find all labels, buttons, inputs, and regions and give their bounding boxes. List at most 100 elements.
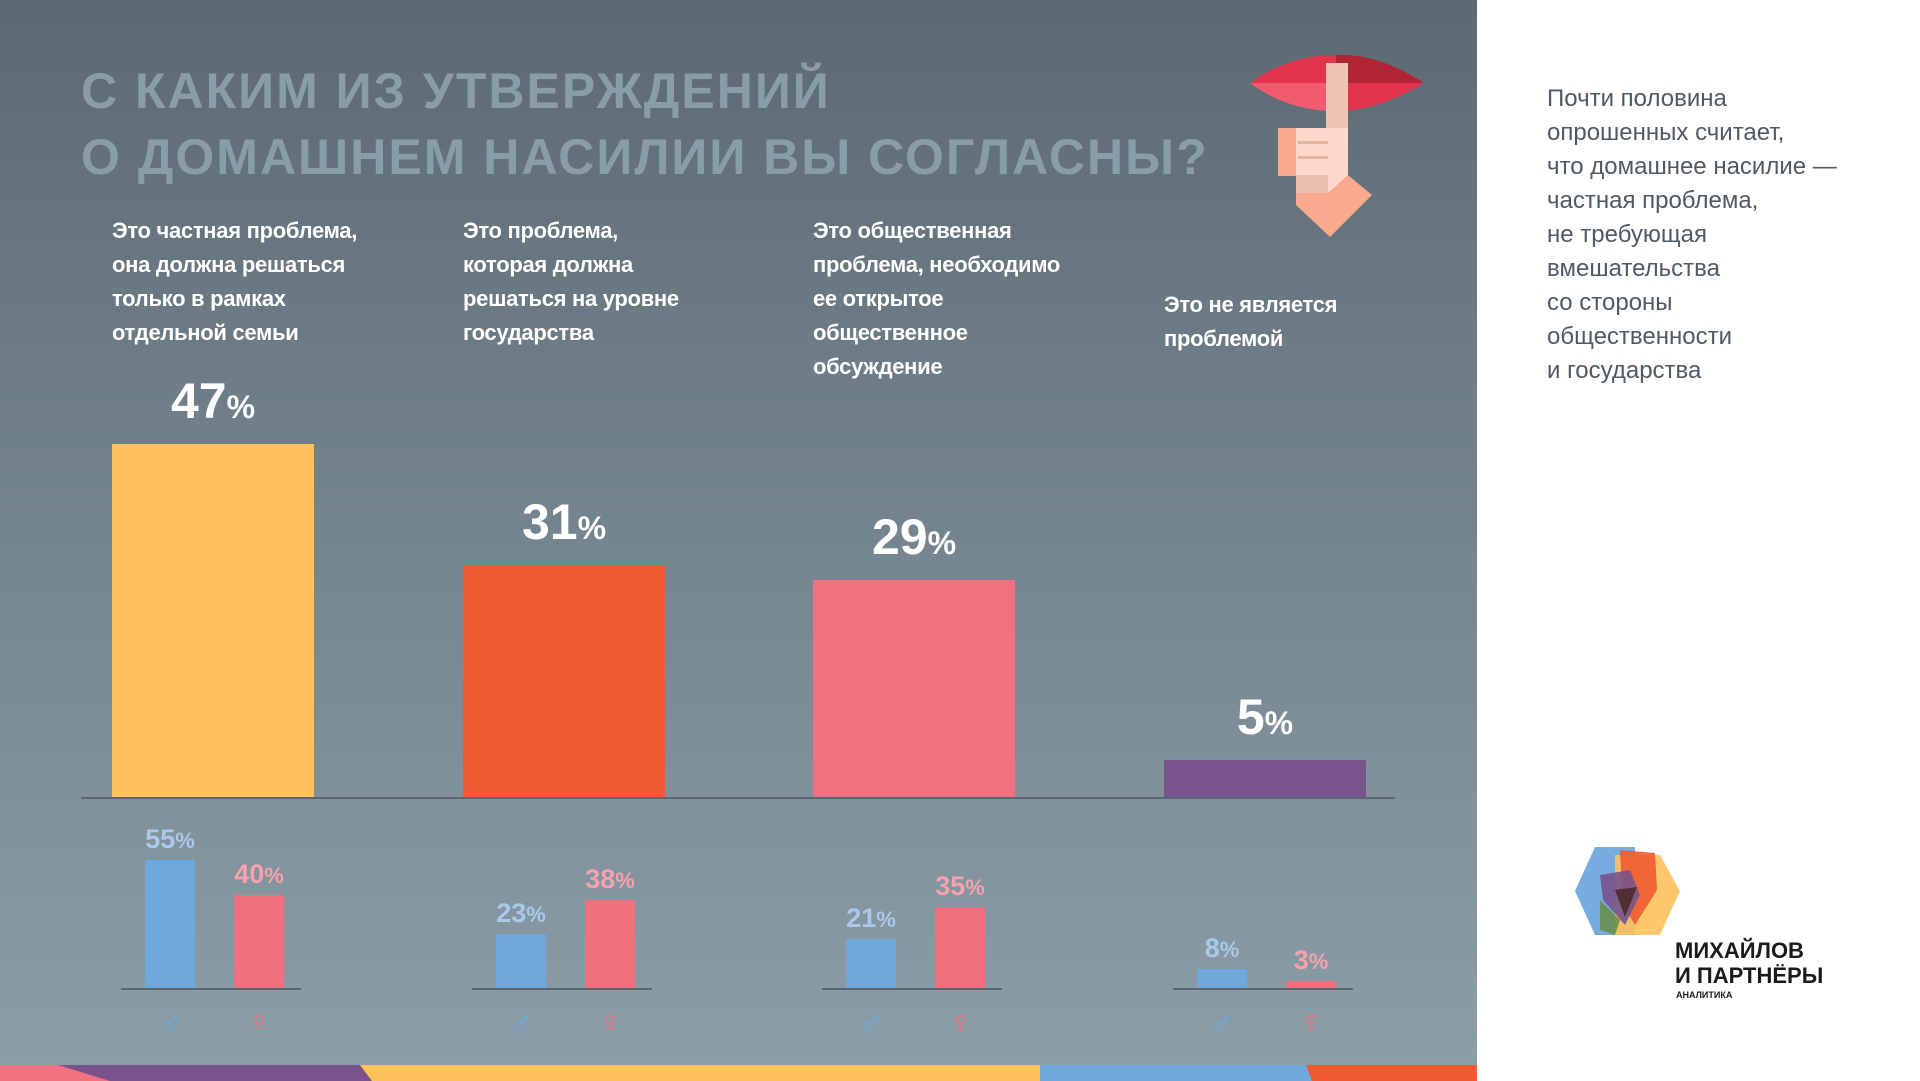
value-number: 31 — [521, 493, 578, 550]
data-label-male: 23% — [481, 898, 561, 929]
category-label-line: общественное — [813, 320, 968, 345]
summary-text: Почти половина опрошенных считает, что д… — [1547, 82, 1907, 388]
percent-sign: % — [615, 867, 635, 893]
data-label-male: 21% — [831, 903, 911, 934]
bottom-color-stripe — [0, 1065, 1477, 1081]
value-number: 29 — [871, 508, 928, 565]
percent-sign: % — [1308, 949, 1329, 975]
female-symbol-icon: ♀ — [947, 1004, 973, 1042]
category-label-line: проблемой — [1164, 326, 1284, 351]
summary-line: и государства — [1547, 357, 1702, 384]
logo-subtitle: АНАЛИТИКА — [1676, 990, 1733, 1000]
category-label: Это общественная проблема, необходимо ее о… — [813, 214, 1113, 384]
value-number: 40 — [234, 858, 265, 889]
bar-male — [846, 939, 896, 988]
bar-total — [1164, 760, 1366, 798]
company-logo-icon — [1575, 847, 1680, 935]
category-label-line: государства — [463, 320, 594, 345]
data-label-female: 40% — [219, 859, 299, 890]
category-label-line: только в рамках — [112, 286, 286, 311]
logo-name: МИХАЙЛОВ И ПАРТНЁРЫ — [1675, 938, 1823, 988]
data-label-total: 5% — [1164, 688, 1366, 746]
bar-total — [813, 579, 1015, 798]
category-label-line: проблема, необходимо — [813, 252, 1061, 277]
percent-sign: % — [175, 828, 195, 853]
summary-line: опрошенных считает, — [1547, 119, 1785, 146]
percent-sign: % — [264, 862, 284, 888]
category-label-line: Это общественная — [813, 218, 1012, 243]
summary-line: не требующая — [1547, 221, 1707, 248]
value-number: 23 — [496, 898, 527, 929]
title-line-2: О ДОМАШНЕМ НАСИЛИИ ВЫ СОГЛАСНЫ? — [81, 129, 1209, 185]
page-title: С КАКИМ ИЗ УТВЕРЖДЕНИЙ О ДОМАШНЕМ НАСИЛИ… — [81, 58, 1209, 190]
gender-baseline — [1173, 988, 1353, 990]
gender-baseline — [472, 988, 652, 990]
percent-sign: % — [1264, 705, 1294, 742]
data-label-female: 35% — [920, 871, 1000, 902]
category-label-line: обсуждение — [813, 354, 943, 379]
gender-baseline — [822, 988, 1002, 990]
data-label-total: 29% — [813, 508, 1015, 566]
data-label-female: 38% — [570, 864, 650, 895]
data-label-total: 47% — [112, 372, 314, 430]
value-number: 35 — [935, 870, 966, 901]
title-line-1: С КАКИМ ИЗ УТВЕРЖДЕНИЙ — [81, 63, 831, 119]
percent-sign: % — [226, 389, 256, 425]
value-number: 3 — [1293, 945, 1309, 976]
category-label-line: которая должна — [463, 252, 633, 277]
category-label-line: решаться на уровне — [463, 286, 679, 311]
bar-male — [1197, 969, 1247, 988]
value-number: 47 — [170, 373, 227, 429]
shush-lips-finger-icon — [1250, 54, 1424, 237]
category-label-line: Это частная проблема, — [112, 218, 358, 243]
female-symbol-icon: ♀ — [597, 1004, 623, 1042]
male-symbol-icon: ♂ — [157, 1004, 183, 1042]
value-number: 21 — [846, 903, 877, 934]
percent-sign: % — [577, 509, 607, 546]
category-label: Это не является проблемой — [1164, 288, 1464, 356]
value-number: 8 — [1204, 933, 1220, 964]
bar-total — [463, 564, 665, 798]
bar-female — [1286, 981, 1336, 988]
bar-female — [935, 906, 985, 988]
value-number: 5 — [1236, 689, 1265, 746]
category-label-line: она должна решаться — [112, 252, 346, 277]
summary-line: Почти половина — [1547, 85, 1727, 112]
bar-male — [496, 934, 546, 988]
percent-sign: % — [1219, 937, 1240, 963]
value-number: 55 — [145, 824, 176, 854]
value-number: 38 — [585, 863, 616, 894]
bar-male — [145, 860, 195, 988]
bar-female — [585, 899, 635, 988]
data-label-male: 55% — [130, 824, 210, 855]
category-label-line: Это проблема, — [463, 218, 618, 243]
bar-female — [234, 894, 284, 988]
percent-sign: % — [965, 874, 985, 900]
percent-sign: % — [526, 902, 546, 928]
chart-baseline — [81, 797, 1395, 799]
category-label-line: ее открытое — [813, 286, 944, 311]
female-symbol-icon: ♀ — [246, 1004, 272, 1042]
category-label-line: Это не является — [1164, 292, 1338, 317]
summary-line: общественности — [1547, 323, 1732, 350]
data-label-total: 31% — [463, 493, 665, 551]
male-symbol-icon: ♂ — [1209, 1004, 1235, 1042]
summary-line: частная проблема, — [1547, 187, 1759, 214]
male-symbol-icon: ♂ — [508, 1004, 534, 1042]
percent-sign: % — [927, 524, 957, 561]
summary-line: со стороны — [1547, 289, 1673, 316]
male-symbol-icon: ♂ — [858, 1004, 884, 1042]
gender-baseline — [121, 988, 301, 990]
category-label: Это проблема, которая должна решаться на у… — [463, 214, 763, 350]
data-label-male: 8% — [1182, 933, 1262, 964]
infographic-panel: С КАКИМ ИЗ УТВЕРЖДЕНИЙ О ДОМАШНЕМ НАСИЛИ… — [0, 0, 1477, 1081]
percent-sign: % — [876, 907, 896, 933]
logo-name-line: И ПАРТНЁРЫ — [1675, 963, 1824, 988]
summary-line: что домашнее насилие — — [1547, 153, 1837, 180]
category-label: Это частная проблема, она должна решаться… — [112, 214, 412, 350]
summary-line: вмешательства — [1547, 255, 1721, 282]
female-symbol-icon: ♀ — [1298, 1004, 1324, 1042]
logo-name-line: МИХАЙЛОВ — [1675, 938, 1804, 963]
data-label-female: 3% — [1271, 945, 1351, 976]
bar-total — [112, 444, 314, 798]
